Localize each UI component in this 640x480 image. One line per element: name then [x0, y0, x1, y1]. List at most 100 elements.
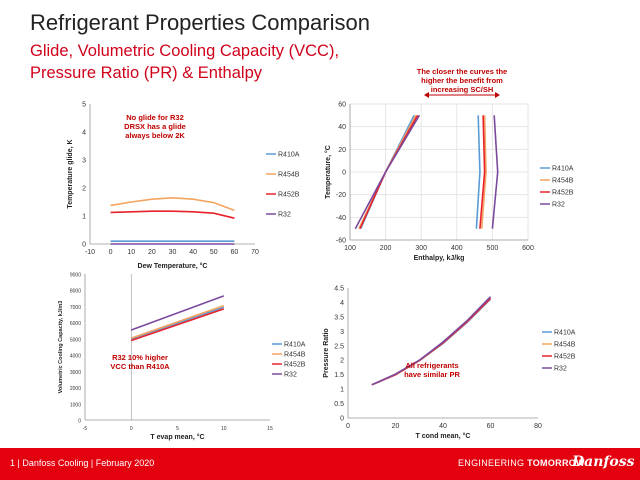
- x-tick-label: 20: [392, 423, 400, 430]
- series-line-r452b: [131, 308, 225, 342]
- x-tick-label: 40: [189, 249, 197, 256]
- y-tick-label: 4: [340, 300, 344, 307]
- legend-label-r410a: R410A: [552, 166, 574, 173]
- x-tick-label: 0: [346, 423, 350, 430]
- legend-label-r32: R32: [552, 202, 565, 209]
- annotation-text: R32 10% higher: [112, 353, 168, 362]
- x-axis-label: Enthalpy, kJ/kg: [414, 255, 465, 262]
- footer-bar: 1 | Danfoss Cooling | February 2020 ENGI…: [0, 448, 640, 480]
- annotation-text: increasing SC/SH: [431, 85, 494, 94]
- x-tick-label: 400: [451, 245, 463, 252]
- x-tick-label: 10: [127, 249, 135, 256]
- legend-label-r32: R32: [278, 212, 291, 219]
- footer-separator: |: [17, 458, 23, 468]
- y-tick-label: 2000: [70, 386, 81, 392]
- footer-page-number: 1: [10, 458, 16, 468]
- x-tick-label: 500: [487, 245, 499, 252]
- y-tick-label: 3: [340, 329, 344, 336]
- legend-label-r454b: R454B: [278, 172, 300, 179]
- annotation-text: The closer the curves the: [417, 67, 507, 76]
- y-tick-label: 1.5: [334, 372, 344, 379]
- series-line-dew-r454b: [480, 115, 487, 229]
- x-tick-label: 20: [148, 249, 156, 256]
- x-axis-label: T evap mean, °C: [150, 433, 204, 441]
- legend-label-r452b: R452B: [284, 362, 306, 369]
- legend-label-r452b: R452B: [554, 354, 576, 361]
- legend-label-r454b: R454B: [554, 342, 576, 349]
- danfoss-logo: Danfoss: [572, 454, 635, 470]
- x-tick-label: 70: [251, 249, 259, 256]
- legend-label-r410a: R410A: [554, 330, 576, 337]
- y-axis-label: Pressure Ratio: [323, 328, 330, 377]
- y-axis-label: Temperature, °C: [324, 145, 332, 199]
- y-tick-label: 4: [82, 130, 86, 137]
- x-tick-label: 600: [522, 245, 534, 252]
- y-axis-label: Volumetric Cooling Capacity, kJ/m3: [58, 301, 64, 394]
- y-tick-label: 3000: [70, 370, 81, 376]
- x-tick-label: 60: [230, 249, 238, 256]
- annotation-text: All refrigerants: [405, 361, 458, 370]
- x-tick-label: 15: [267, 426, 273, 432]
- y-tick-label: 2.5: [334, 343, 344, 350]
- y-tick-label: 20: [338, 147, 346, 154]
- y-tick-label: 0: [82, 242, 86, 249]
- y-tick-label: 5000: [70, 337, 81, 343]
- legend-label-r32: R32: [554, 366, 567, 373]
- legend-label-r32: R32: [284, 372, 297, 379]
- x-axis-label: T cond mean, °C: [416, 432, 471, 440]
- x-tick-label: -10: [85, 249, 95, 256]
- pressure-ratio-chart: 0 20 40 60 80 0 0.5 1 1.5 2 2.5 3 3.5 4 4.5 T cond mean…: [323, 286, 576, 441]
- y-tick-label: 2: [82, 186, 86, 193]
- x-tick-label: 60: [487, 423, 495, 430]
- x-tick-label: 300: [415, 245, 427, 252]
- series-line-r32: [354, 114, 421, 230]
- legend-label-r410a: R410A: [278, 152, 300, 159]
- y-tick-label: 6000: [70, 321, 81, 327]
- y-tick-label: 3: [82, 158, 86, 165]
- x-tick-label: 10: [221, 426, 227, 432]
- x-tick-label: 40: [439, 423, 447, 430]
- y-tick-label: 9000: [70, 273, 81, 279]
- series-line-r454b: [131, 304, 225, 339]
- footer-text: Danfoss Cooling | February 2020: [22, 458, 155, 468]
- footer-tag-regular: ENGINEERING: [458, 458, 525, 468]
- y-tick-label: -40: [336, 215, 346, 222]
- legend-label-r410a: R410A: [284, 342, 306, 349]
- series-line-r32: [131, 295, 225, 331]
- y-tick-label: 1: [82, 214, 86, 221]
- y-tick-label: 2: [340, 358, 344, 365]
- y-tick-label: 7000: [70, 305, 81, 311]
- y-tick-label: 4.5: [334, 286, 344, 293]
- y-tick-label: 8000: [70, 289, 81, 295]
- y-tick-label: 0: [78, 419, 81, 425]
- vcc-chart: -5 0 5 10 1501000200030004000500060007000800…: [58, 273, 306, 442]
- y-tick-label: 1000: [70, 402, 81, 408]
- footer-tag-bold: TOMORROW: [527, 458, 585, 468]
- y-tick-label: 5: [82, 102, 86, 109]
- y-tick-label: 60: [338, 102, 346, 109]
- y-tick-label: 1: [340, 387, 344, 394]
- y-tick-label: 0: [342, 170, 346, 177]
- x-tick-label: 0: [109, 249, 113, 256]
- y-axis-label: Temperature glide, K: [67, 139, 74, 208]
- y-tick-label: 3.5: [334, 314, 344, 321]
- x-tick-label: -5: [83, 426, 88, 432]
- arrow-head-right: [495, 92, 500, 98]
- annotation-text: have similar PR: [404, 370, 460, 379]
- series-line-r452b: [110, 210, 235, 219]
- legend-label-r452b: R452B: [552, 190, 574, 197]
- series-line-r32: [371, 296, 492, 386]
- annotation-text: VCC than R410A: [110, 362, 170, 371]
- legend-label-r454b: R454B: [284, 352, 306, 359]
- y-tick-label: 40: [338, 124, 346, 131]
- legend-label-r452b: R452B: [278, 192, 300, 199]
- x-tick-label: 200: [380, 245, 392, 252]
- series-line-r454b: [110, 196, 235, 212]
- x-tick-label: 30: [169, 249, 177, 256]
- series-line-dew-r410a: [475, 115, 481, 229]
- x-axis-label: Dew Temperature, °C: [138, 262, 208, 270]
- annotation-text: No glide for R32: [126, 113, 184, 122]
- x-tick-label: 0: [130, 426, 133, 432]
- footer-tagline: ENGINEERING TOMORROW: [458, 458, 585, 468]
